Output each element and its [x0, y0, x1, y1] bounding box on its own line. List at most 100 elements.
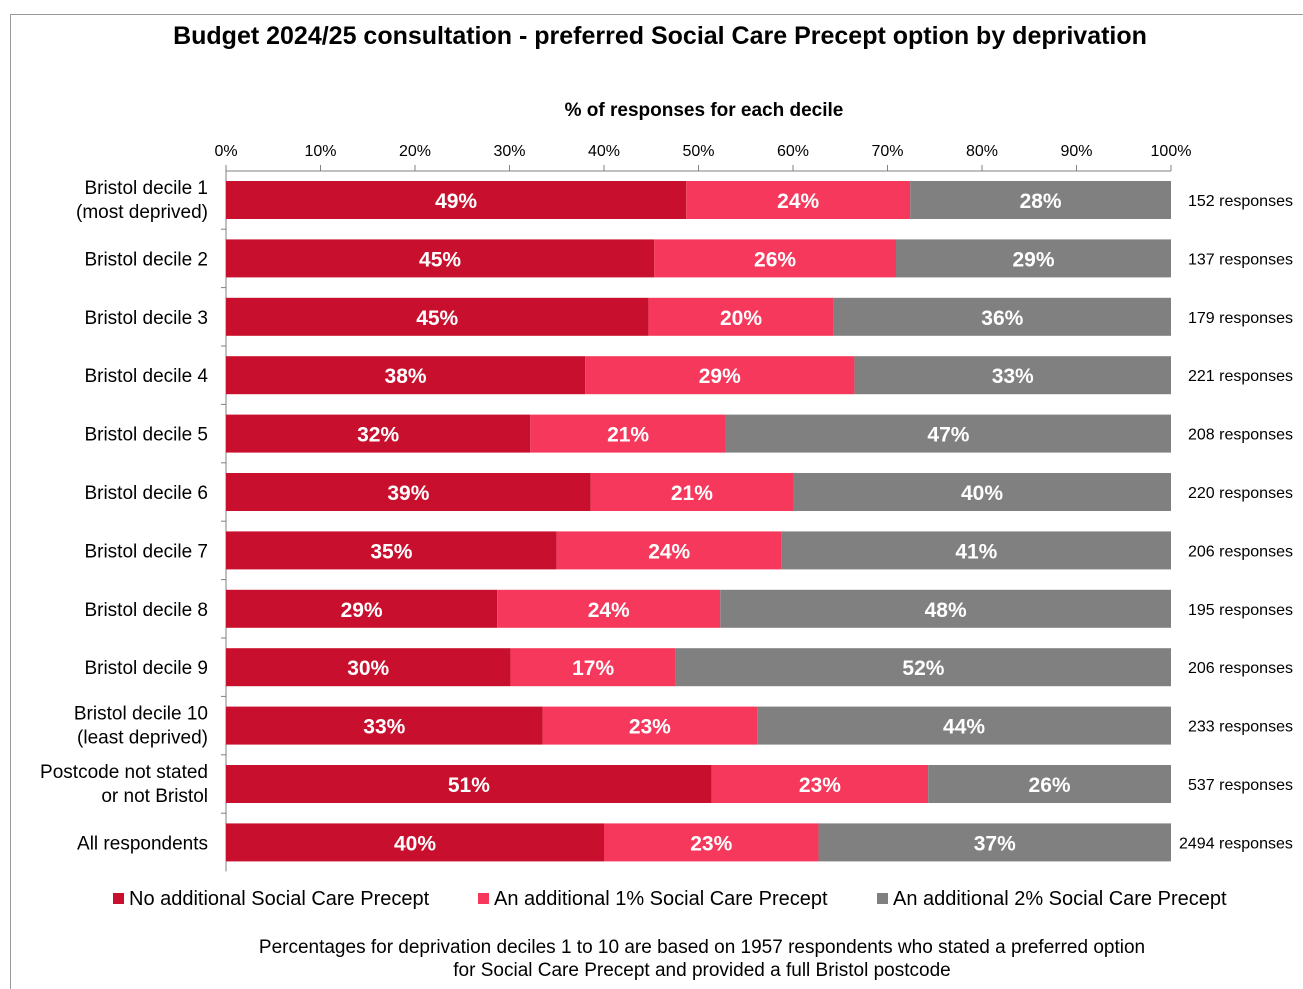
category-label: Postcode not stated or not Bristol: [40, 762, 208, 807]
category-label-line: Bristol decile 1: [84, 178, 208, 199]
bar-segment: [725, 414, 1171, 453]
x-tick-label: 40%: [588, 143, 620, 160]
category-label-line: or not Bristol: [101, 786, 208, 807]
bar-segment: [604, 823, 819, 862]
category-label: Bristol decile 3: [84, 308, 208, 329]
data-label: 51%: [448, 774, 490, 797]
data-label: 21%: [607, 424, 649, 447]
data-label: 44%: [943, 716, 985, 739]
data-label: 41%: [955, 540, 997, 563]
x-tick-label: 70%: [871, 143, 903, 160]
legend-label-additional-1: An additional 1% Social Care Precept: [494, 888, 828, 910]
data-label: 28%: [1020, 190, 1062, 213]
data-label: 45%: [416, 307, 458, 330]
response-count: 137 responses: [1188, 251, 1293, 268]
category-label: Bristol decile 4: [84, 366, 208, 387]
category-label: Bristol decile 5: [84, 425, 208, 446]
data-label: 26%: [1029, 774, 1071, 797]
bar-segment: [226, 648, 511, 687]
data-label: 39%: [387, 482, 429, 505]
bar-segment: [530, 414, 726, 453]
x-tick-label: 90%: [1060, 143, 1092, 160]
bar-segment: [757, 706, 1171, 745]
bar-segment: [226, 765, 712, 803]
response-count: 537 responses: [1188, 777, 1293, 794]
bar-segment: [654, 239, 897, 278]
bar-segment: [793, 473, 1171, 511]
bar-segment: [226, 297, 649, 336]
bar-segment: [585, 356, 855, 395]
category-label-line: (least deprived): [77, 728, 208, 749]
category-label: Bristol decile 9: [84, 658, 208, 679]
x-tick-label: 100%: [1151, 143, 1192, 160]
response-count: 206 responses: [1188, 660, 1293, 677]
data-label: 36%: [981, 307, 1023, 330]
response-count: 208 responses: [1188, 427, 1293, 444]
x-tick-label: 50%: [682, 143, 714, 160]
response-count: 195 responses: [1188, 602, 1293, 619]
legend-item-additional-2: An additional 2% Social Care Precept: [877, 888, 1227, 911]
bar-segment: [854, 356, 1171, 395]
response-count: 2494 responses: [1179, 835, 1293, 852]
bar-segment: [928, 765, 1171, 803]
bar-segment: [226, 531, 557, 570]
data-label: 30%: [347, 657, 389, 680]
x-tick-label: 60%: [777, 143, 809, 160]
category-label: Bristol decile 2: [84, 249, 208, 270]
data-label: 37%: [974, 832, 1016, 855]
bar-segment: [686, 181, 911, 219]
bar-segment: [833, 297, 1171, 336]
bar-segment: [226, 239, 655, 278]
data-label: 29%: [699, 365, 741, 388]
bar-segment: [226, 589, 498, 628]
bar-segment: [896, 239, 1171, 278]
bar-segment: [226, 414, 531, 453]
bar-segment: [497, 589, 721, 628]
data-label: 38%: [385, 365, 427, 388]
bar-segment: [781, 531, 1171, 570]
footnote: Percentages for deprivation deciles 1 to…: [0, 936, 1303, 982]
data-label: 47%: [927, 424, 969, 447]
data-label: 35%: [370, 540, 412, 563]
legend-label-no-additional: No additional Social Care Precept: [129, 888, 430, 910]
footnote-line-2: for Social Care Precept and provided a f…: [453, 960, 951, 981]
data-label: 23%: [799, 774, 841, 797]
data-label: 24%: [777, 190, 819, 213]
response-count: 233 responses: [1188, 719, 1293, 736]
data-label: 48%: [925, 599, 967, 622]
bar-segment: [648, 297, 834, 336]
data-label: 23%: [690, 832, 732, 855]
bar-segment: [226, 181, 687, 219]
data-label: 17%: [572, 657, 614, 680]
category-label: All respondents: [77, 833, 208, 854]
category-label-line: Bristol decile 10: [74, 704, 208, 725]
data-label: 33%: [363, 716, 405, 739]
data-label: 24%: [588, 599, 630, 622]
legend-swatch-additional-1: [478, 893, 489, 904]
bar-segment: [542, 706, 758, 745]
bar-segment: [711, 765, 929, 803]
bar-segment: [226, 356, 586, 395]
category-label-line: Postcode not stated: [40, 762, 208, 783]
data-label: 29%: [1012, 248, 1054, 271]
data-label: 26%: [754, 248, 796, 271]
data-label: 40%: [394, 832, 436, 855]
data-label: 49%: [435, 190, 477, 213]
legend-swatch-no-additional: [113, 893, 124, 904]
bar-segment: [675, 648, 1171, 687]
legend-label-additional-2: An additional 2% Social Care Precept: [893, 888, 1227, 910]
category-label: Bristol decile 8: [84, 600, 208, 621]
chart-title: Budget 2024/25 consultation - preferred …: [173, 22, 1147, 50]
legend-item-additional-1: An additional 1% Social Care Precept: [478, 888, 828, 911]
x-tick-label: 30%: [493, 143, 525, 160]
data-label: 52%: [902, 657, 944, 680]
bar-segment: [590, 473, 793, 511]
data-label: 32%: [357, 424, 399, 447]
data-label: 24%: [648, 540, 690, 563]
category-label: Bristol decile 6: [84, 483, 208, 504]
x-tick-label: 20%: [399, 143, 431, 160]
data-label: 23%: [629, 716, 671, 739]
response-count: 220 responses: [1188, 485, 1293, 502]
footnote-line-1: Percentages for deprivation deciles 1 to…: [258, 937, 1146, 958]
legend-swatch-additional-2: [877, 893, 888, 904]
